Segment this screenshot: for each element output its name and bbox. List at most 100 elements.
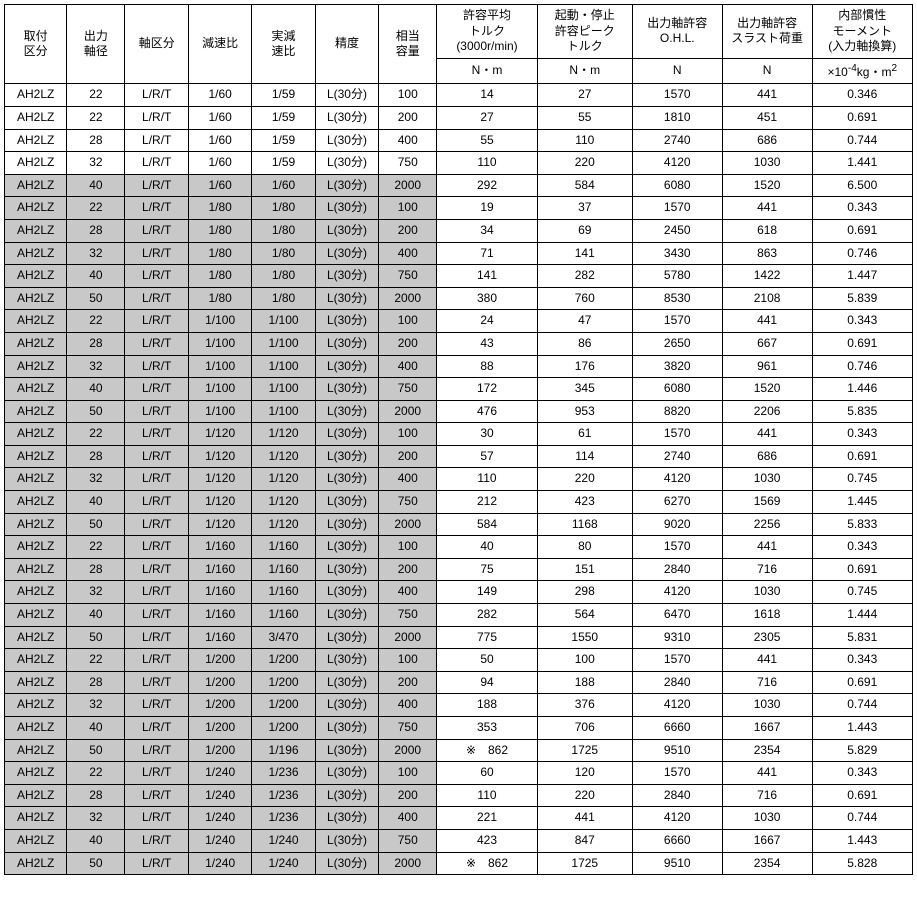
table-cell: 40 <box>437 536 537 559</box>
table-cell: 0.746 <box>812 242 912 265</box>
table-cell: 716 <box>722 784 812 807</box>
table-row: AH2LZ50L/R/T1/801/80L(30分)20003807608530… <box>5 287 913 310</box>
table-cell: L(30分) <box>315 513 378 536</box>
table-cell: 221 <box>437 807 537 830</box>
table-cell: 1/100 <box>252 310 315 333</box>
table-cell: AH2LZ <box>5 491 67 514</box>
th-capacity: 相当容量 <box>379 5 437 84</box>
table-row: AH2LZ22L/R/T1/1001/100L(30分)100244715704… <box>5 310 913 333</box>
table-cell: AH2LZ <box>5 242 67 265</box>
table-cell: 1/100 <box>252 355 315 378</box>
table-cell: 100 <box>379 84 437 107</box>
table-cell: AH2LZ <box>5 378 67 401</box>
table-cell: 451 <box>722 106 812 129</box>
table-cell: L(30分) <box>315 242 378 265</box>
table-cell: 188 <box>437 694 537 717</box>
table-cell: 282 <box>537 265 632 288</box>
table-row: AH2LZ32L/R/T1/1601/160L(30分)400149298412… <box>5 581 913 604</box>
table-cell: 750 <box>379 491 437 514</box>
table-cell: 28 <box>67 332 125 355</box>
table-cell: AH2LZ <box>5 739 67 762</box>
table-cell: 1/100 <box>252 378 315 401</box>
table-cell: 686 <box>722 129 812 152</box>
unit-peak-torque: N・m <box>537 58 632 84</box>
table-cell: AH2LZ <box>5 717 67 740</box>
table-cell: 55 <box>437 129 537 152</box>
table-cell: L/R/T <box>125 671 188 694</box>
table-cell: 9510 <box>632 852 722 875</box>
table-cell: 750 <box>379 152 437 175</box>
table-cell: 5.833 <box>812 513 912 536</box>
table-cell: AH2LZ <box>5 784 67 807</box>
table-cell: 50 <box>67 400 125 423</box>
table-cell: 80 <box>537 536 632 559</box>
table-cell: 1.443 <box>812 829 912 852</box>
table-cell: L(30分) <box>315 829 378 852</box>
table-cell: 1570 <box>632 197 722 220</box>
table-cell: 1/80 <box>188 219 251 242</box>
table-cell: ※ 862 <box>437 739 537 762</box>
table-row: AH2LZ50L/R/T1/2001/196L(30分)2000※ 862172… <box>5 739 913 762</box>
table-cell: 2206 <box>722 400 812 423</box>
table-cell: 1/160 <box>188 558 251 581</box>
table-header: 取付区分 出力軸径 軸区分 減速比 実減速比 精度 相当容量 許容平均トルク(3… <box>5 5 913 84</box>
table-row: AH2LZ28L/R/T1/601/59L(30分)40055110274068… <box>5 129 913 152</box>
table-cell: 5780 <box>632 265 722 288</box>
table-cell: 0.744 <box>812 807 912 830</box>
table-cell: 953 <box>537 400 632 423</box>
table-cell: 282 <box>437 604 537 627</box>
table-cell: L/R/T <box>125 332 188 355</box>
table-cell: AH2LZ <box>5 536 67 559</box>
table-cell: 476 <box>437 400 537 423</box>
th-inertia: 内部慣性モーメント(入力軸換算) <box>812 5 912 59</box>
table-cell: L(30分) <box>315 739 378 762</box>
table-row: AH2LZ28L/R/T1/2401/236L(30分)200110220284… <box>5 784 913 807</box>
table-cell: 2450 <box>632 219 722 242</box>
table-cell: 2000 <box>379 513 437 536</box>
table-row: AH2LZ50L/R/T1/1201/120L(30分)200058411689… <box>5 513 913 536</box>
table-cell: 423 <box>537 491 632 514</box>
table-row: AH2LZ22L/R/T1/601/59L(30分)10014271570441… <box>5 84 913 107</box>
table-cell: 120 <box>537 762 632 785</box>
table-cell: 40 <box>67 174 125 197</box>
table-cell: 0.691 <box>812 445 912 468</box>
table-cell: L/R/T <box>125 536 188 559</box>
table-cell: 1520 <box>722 378 812 401</box>
table-cell: L(30分) <box>315 219 378 242</box>
table-row: AH2LZ22L/R/T1/2401/236L(30分)100601201570… <box>5 762 913 785</box>
table-cell: L(30分) <box>315 400 378 423</box>
th-shaft-class: 軸区分 <box>125 5 188 84</box>
table-cell: 1/160 <box>252 536 315 559</box>
table-cell: 1/160 <box>252 581 315 604</box>
table-cell: 1/160 <box>188 536 251 559</box>
table-cell: 441 <box>722 762 812 785</box>
table-cell: 441 <box>722 649 812 672</box>
table-cell: 1618 <box>722 604 812 627</box>
table-cell: 141 <box>437 265 537 288</box>
table-cell: 6660 <box>632 829 722 852</box>
table-cell: 1/80 <box>188 265 251 288</box>
table-cell: 172 <box>437 378 537 401</box>
table-cell: 1/59 <box>252 106 315 129</box>
table-cell: 0.691 <box>812 671 912 694</box>
table-cell: L(30分) <box>315 355 378 378</box>
table-cell: 100 <box>379 197 437 220</box>
table-cell: 149 <box>437 581 537 604</box>
table-cell: L(30分) <box>315 129 378 152</box>
table-cell: 28 <box>67 129 125 152</box>
table-cell: 2840 <box>632 558 722 581</box>
table-cell: 5.828 <box>812 852 912 875</box>
table-cell: L/R/T <box>125 174 188 197</box>
table-cell: 400 <box>379 694 437 717</box>
table-cell: 1.445 <box>812 491 912 514</box>
table-cell: 6080 <box>632 378 722 401</box>
table-cell: 1/160 <box>252 558 315 581</box>
unit-inertia: ×10-4kg・m2 <box>812 58 912 84</box>
table-cell: 1.444 <box>812 604 912 627</box>
table-cell: 30 <box>437 423 537 446</box>
table-cell: 1/120 <box>188 468 251 491</box>
table-cell: 618 <box>722 219 812 242</box>
table-cell: L/R/T <box>125 219 188 242</box>
th-reduction: 減速比 <box>188 5 251 84</box>
table-cell: 0.691 <box>812 219 912 242</box>
